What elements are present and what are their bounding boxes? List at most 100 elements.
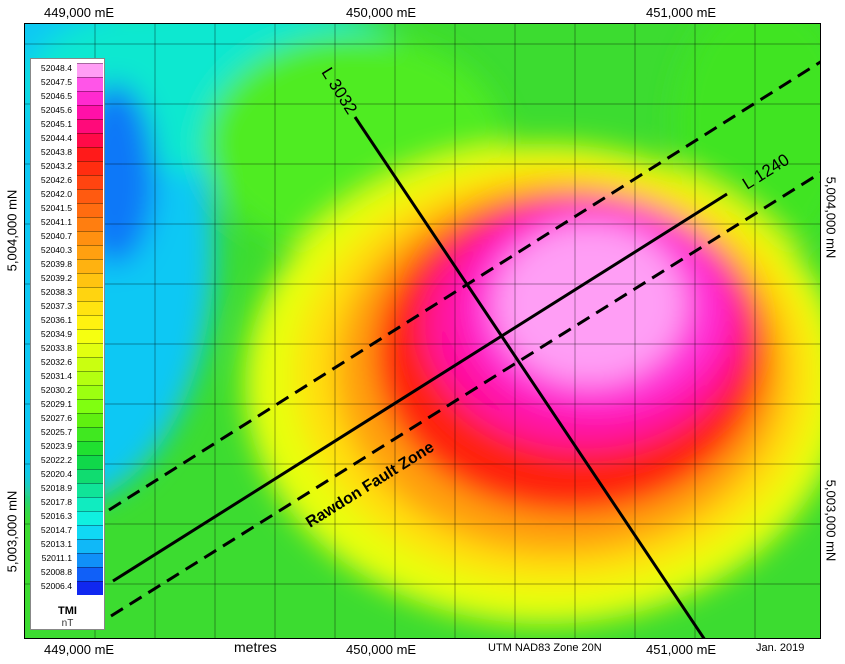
legend-row: 52022.2: [31, 455, 104, 469]
tmi-map-canvas: L 3032 L 1240 Rawdon Fault Zone: [25, 24, 820, 638]
legend-unit: nT: [61, 618, 74, 629]
legend-row: 52032.6: [31, 357, 104, 371]
legend-swatch: [77, 385, 103, 399]
legend-swatch: [77, 259, 103, 273]
legend-value: 52040.7: [40, 231, 72, 241]
top-easting-label: 450,000 mE: [346, 5, 417, 20]
legend-value: 52046.5: [40, 91, 72, 101]
legend-value: 52043.2: [40, 161, 72, 171]
top-easting-label: 449,000 mE: [44, 5, 115, 20]
legend-row: 52029.1: [31, 399, 104, 413]
right-northing-label: 5,003,000 mN: [823, 479, 839, 562]
legend-swatch: [77, 413, 103, 427]
tmi-legend: TMI nT 52048.4 52047.5 52046.5 52045.6 52045…: [30, 58, 105, 630]
legend-row: 52040.3: [31, 245, 104, 259]
legend-value: 52016.3: [40, 511, 72, 521]
legend-value: 52006.4: [40, 581, 72, 591]
legend-value: 52020.4: [40, 469, 72, 479]
legend-value: 52033.8: [40, 343, 72, 353]
legend-swatch: [77, 399, 103, 413]
legend-swatch: [77, 525, 103, 539]
legend-row: 52008.8: [31, 567, 104, 581]
legend-row: 52023.9: [31, 441, 104, 455]
map-grid: [25, 24, 820, 638]
legend-row: 52041.5: [31, 203, 104, 217]
bottom-easting-label: 449,000 mE: [44, 642, 115, 657]
legend-title: TMI: [58, 605, 77, 617]
legend-row: 52045.1: [31, 119, 104, 133]
legend-value: 52044.4: [40, 133, 72, 143]
legend-swatch: [77, 301, 103, 315]
legend-swatch: [77, 161, 103, 175]
tmi-map: L 3032 L 1240 Rawdon Fault Zone: [24, 23, 821, 639]
legend-row: 52014.7: [31, 525, 104, 539]
legend-value: 52042.6: [40, 175, 72, 185]
legend-swatch: [77, 91, 103, 105]
legend-row: 52020.4: [31, 469, 104, 483]
legend-swatch: [77, 217, 103, 231]
legend-swatch: [77, 287, 103, 301]
legend-row: 52011.1: [31, 553, 104, 567]
legend-row: 52040.7: [31, 231, 104, 245]
legend-value: 52041.1: [40, 217, 72, 227]
legend-value: 52034.9: [40, 329, 72, 339]
legend-row: 52043.8: [31, 147, 104, 161]
legend-value: 52025.7: [40, 427, 72, 437]
survey-line-l3032: [353, 116, 706, 638]
legend-value: 52042.0: [40, 189, 72, 199]
legend-value: 52013.1: [40, 539, 72, 549]
legend-value: 52018.9: [40, 483, 72, 493]
legend-value: 52031.4: [40, 371, 72, 381]
legend-swatch: [77, 231, 103, 245]
left-northing-label: 5,004,000 mN: [4, 189, 20, 272]
legend-row: 52034.9: [31, 329, 104, 343]
legend-row: 52042.0: [31, 189, 104, 203]
legend-row: 52027.6: [31, 413, 104, 427]
legend-row: 52036.1: [31, 315, 104, 329]
legend-row: 52030.2: [31, 385, 104, 399]
legend-row: 52006.4: [31, 581, 104, 595]
legend-value: 52037.3: [40, 301, 72, 311]
top-easting-label: 451,000 mE: [646, 5, 717, 20]
legend-value: 52014.7: [40, 525, 72, 535]
legend-value: 52032.6: [40, 357, 72, 367]
legend-value: 52029.1: [40, 399, 72, 409]
legend-value: 52043.8: [40, 147, 72, 157]
legend-swatch: [77, 343, 103, 357]
legend-swatch: [77, 553, 103, 567]
legend-swatch: [77, 483, 103, 497]
legend-value: 52048.4: [40, 63, 72, 73]
legend-value: 52023.9: [40, 441, 72, 451]
legend-row: 52048.4: [31, 63, 104, 77]
legend-value: 52022.2: [40, 455, 72, 465]
legend-row: 52045.6: [31, 105, 104, 119]
legend-row: 52025.7: [31, 427, 104, 441]
legend-value: 52039.8: [40, 259, 72, 269]
legend-swatch: [77, 469, 103, 483]
right-northing-label: 5,004,000 mN: [823, 176, 839, 259]
legend-swatch: [77, 539, 103, 553]
legend-row: 52047.5: [31, 77, 104, 91]
legend-swatch: [77, 105, 103, 119]
legend-swatch: [77, 119, 103, 133]
legend-row: 52038.3: [31, 287, 104, 301]
legend-row: 52013.1: [31, 539, 104, 553]
legend-swatch: [77, 175, 103, 189]
legend-value: 52027.6: [40, 413, 72, 423]
fault-zone-boundary-north: [108, 60, 820, 512]
legend-value: 52036.1: [40, 315, 72, 325]
legend-swatch: [77, 371, 103, 385]
legend-row: 52031.4: [31, 371, 104, 385]
bottom-easting-label: 451,000 mE: [646, 642, 717, 657]
legend-row: 52043.2: [31, 161, 104, 175]
scale-unit-label: metres: [234, 639, 277, 655]
legend-swatch: [77, 315, 103, 329]
legend-swatch: [77, 357, 103, 371]
legend-swatch: [77, 203, 103, 217]
legend-value: 52045.1: [40, 119, 72, 129]
legend-swatch: [77, 147, 103, 161]
legend-swatch: [77, 455, 103, 469]
legend-value: 52039.2: [40, 273, 72, 283]
legend-value: 52038.3: [40, 287, 72, 297]
legend-swatch: [77, 273, 103, 287]
